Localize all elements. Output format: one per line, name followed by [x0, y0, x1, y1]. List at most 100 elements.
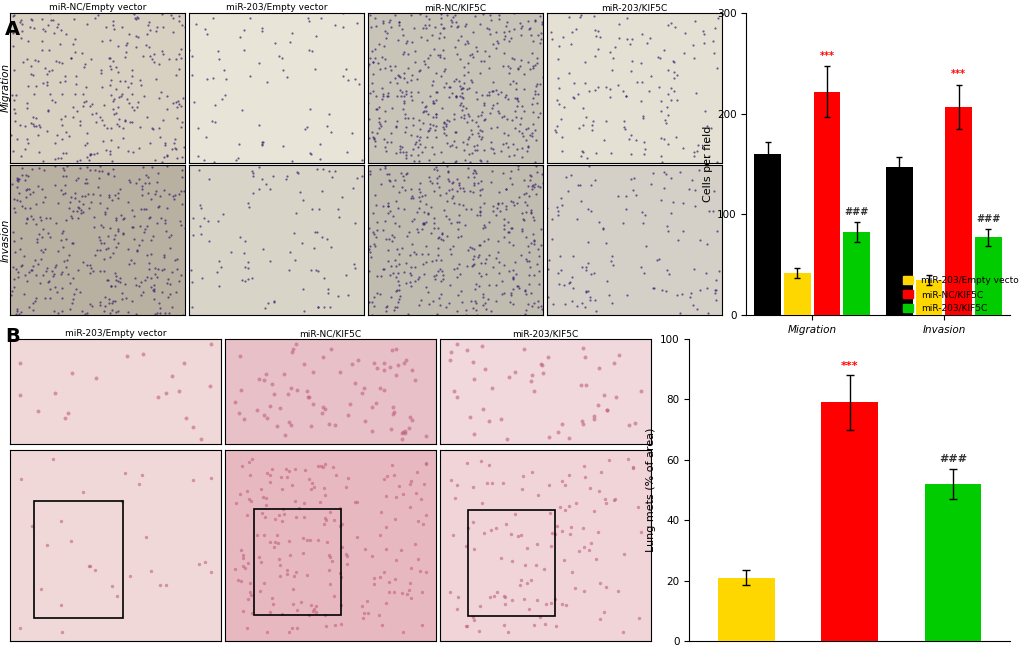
Point: [528, 167, 544, 177]
Point: [502, 165, 519, 176]
Point: [381, 60, 397, 71]
Point: [24, 298, 41, 309]
Point: [184, 301, 201, 312]
Point: [9, 195, 25, 205]
Point: [489, 586, 505, 596]
Point: [381, 270, 397, 281]
Point: [483, 86, 499, 96]
Point: [287, 208, 304, 218]
Point: [61, 131, 77, 142]
Point: [455, 113, 472, 124]
Point: [253, 484, 269, 494]
Point: [210, 46, 226, 57]
Point: [435, 118, 451, 128]
Point: [288, 566, 305, 577]
Point: [17, 120, 34, 131]
Point: [691, 285, 707, 296]
Point: [321, 109, 337, 119]
Point: [529, 296, 545, 306]
Point: [365, 133, 381, 144]
Point: [137, 177, 153, 188]
Point: [291, 186, 308, 197]
Point: [266, 389, 282, 400]
Point: [110, 188, 126, 199]
Point: [92, 190, 108, 201]
Point: [205, 73, 221, 83]
Point: [156, 250, 172, 260]
Point: [151, 122, 167, 133]
Point: [525, 61, 541, 71]
Point: [316, 301, 332, 312]
Point: [407, 275, 423, 286]
Point: [648, 254, 664, 265]
Point: [171, 275, 187, 286]
Point: [463, 296, 479, 306]
Point: [462, 50, 478, 60]
Point: [168, 112, 184, 123]
Point: [311, 496, 327, 507]
Point: [434, 44, 450, 55]
Point: [432, 13, 448, 24]
Point: [508, 94, 525, 105]
Point: [615, 116, 632, 126]
Point: [517, 305, 533, 315]
Point: [504, 299, 521, 309]
Point: [265, 170, 281, 181]
Point: [37, 63, 53, 73]
Point: [325, 515, 341, 525]
Point: [432, 147, 448, 158]
Point: [152, 303, 168, 313]
Point: [407, 262, 423, 272]
Point: [448, 217, 465, 228]
Point: [502, 290, 519, 300]
Point: [476, 220, 492, 230]
Point: [465, 429, 481, 439]
Point: [387, 555, 404, 565]
Point: [411, 135, 427, 145]
Point: [559, 12, 576, 22]
Point: [450, 76, 467, 86]
Point: [507, 281, 524, 292]
Point: [515, 213, 531, 224]
Point: [581, 295, 597, 305]
Point: [290, 502, 307, 513]
Point: [466, 244, 482, 254]
Point: [470, 281, 486, 291]
Point: [523, 208, 539, 218]
Point: [397, 354, 414, 365]
Point: [277, 464, 293, 474]
Point: [147, 155, 163, 165]
Point: [124, 205, 141, 215]
Point: [122, 177, 139, 187]
Point: [156, 184, 172, 195]
Point: [100, 231, 116, 241]
Point: [410, 300, 426, 311]
Point: [278, 565, 294, 576]
Point: [197, 24, 213, 34]
Point: [99, 203, 115, 213]
Point: [497, 201, 514, 211]
Point: [389, 360, 406, 371]
Point: [557, 600, 574, 611]
Point: [532, 10, 548, 21]
Point: [22, 188, 39, 199]
Point: [405, 144, 421, 154]
Point: [590, 216, 606, 227]
Point: [317, 621, 333, 631]
Point: [434, 157, 450, 167]
Point: [158, 149, 174, 160]
Point: [409, 466, 425, 477]
Point: [634, 207, 650, 218]
Point: [320, 283, 336, 294]
Point: [371, 572, 387, 582]
Point: [317, 515, 333, 525]
Point: [435, 128, 451, 138]
Point: [93, 220, 109, 230]
Point: [386, 302, 403, 313]
Point: [109, 591, 125, 601]
Point: [445, 114, 462, 124]
Point: [429, 223, 445, 233]
Point: [426, 125, 442, 135]
Point: [418, 458, 434, 468]
Point: [465, 373, 481, 384]
